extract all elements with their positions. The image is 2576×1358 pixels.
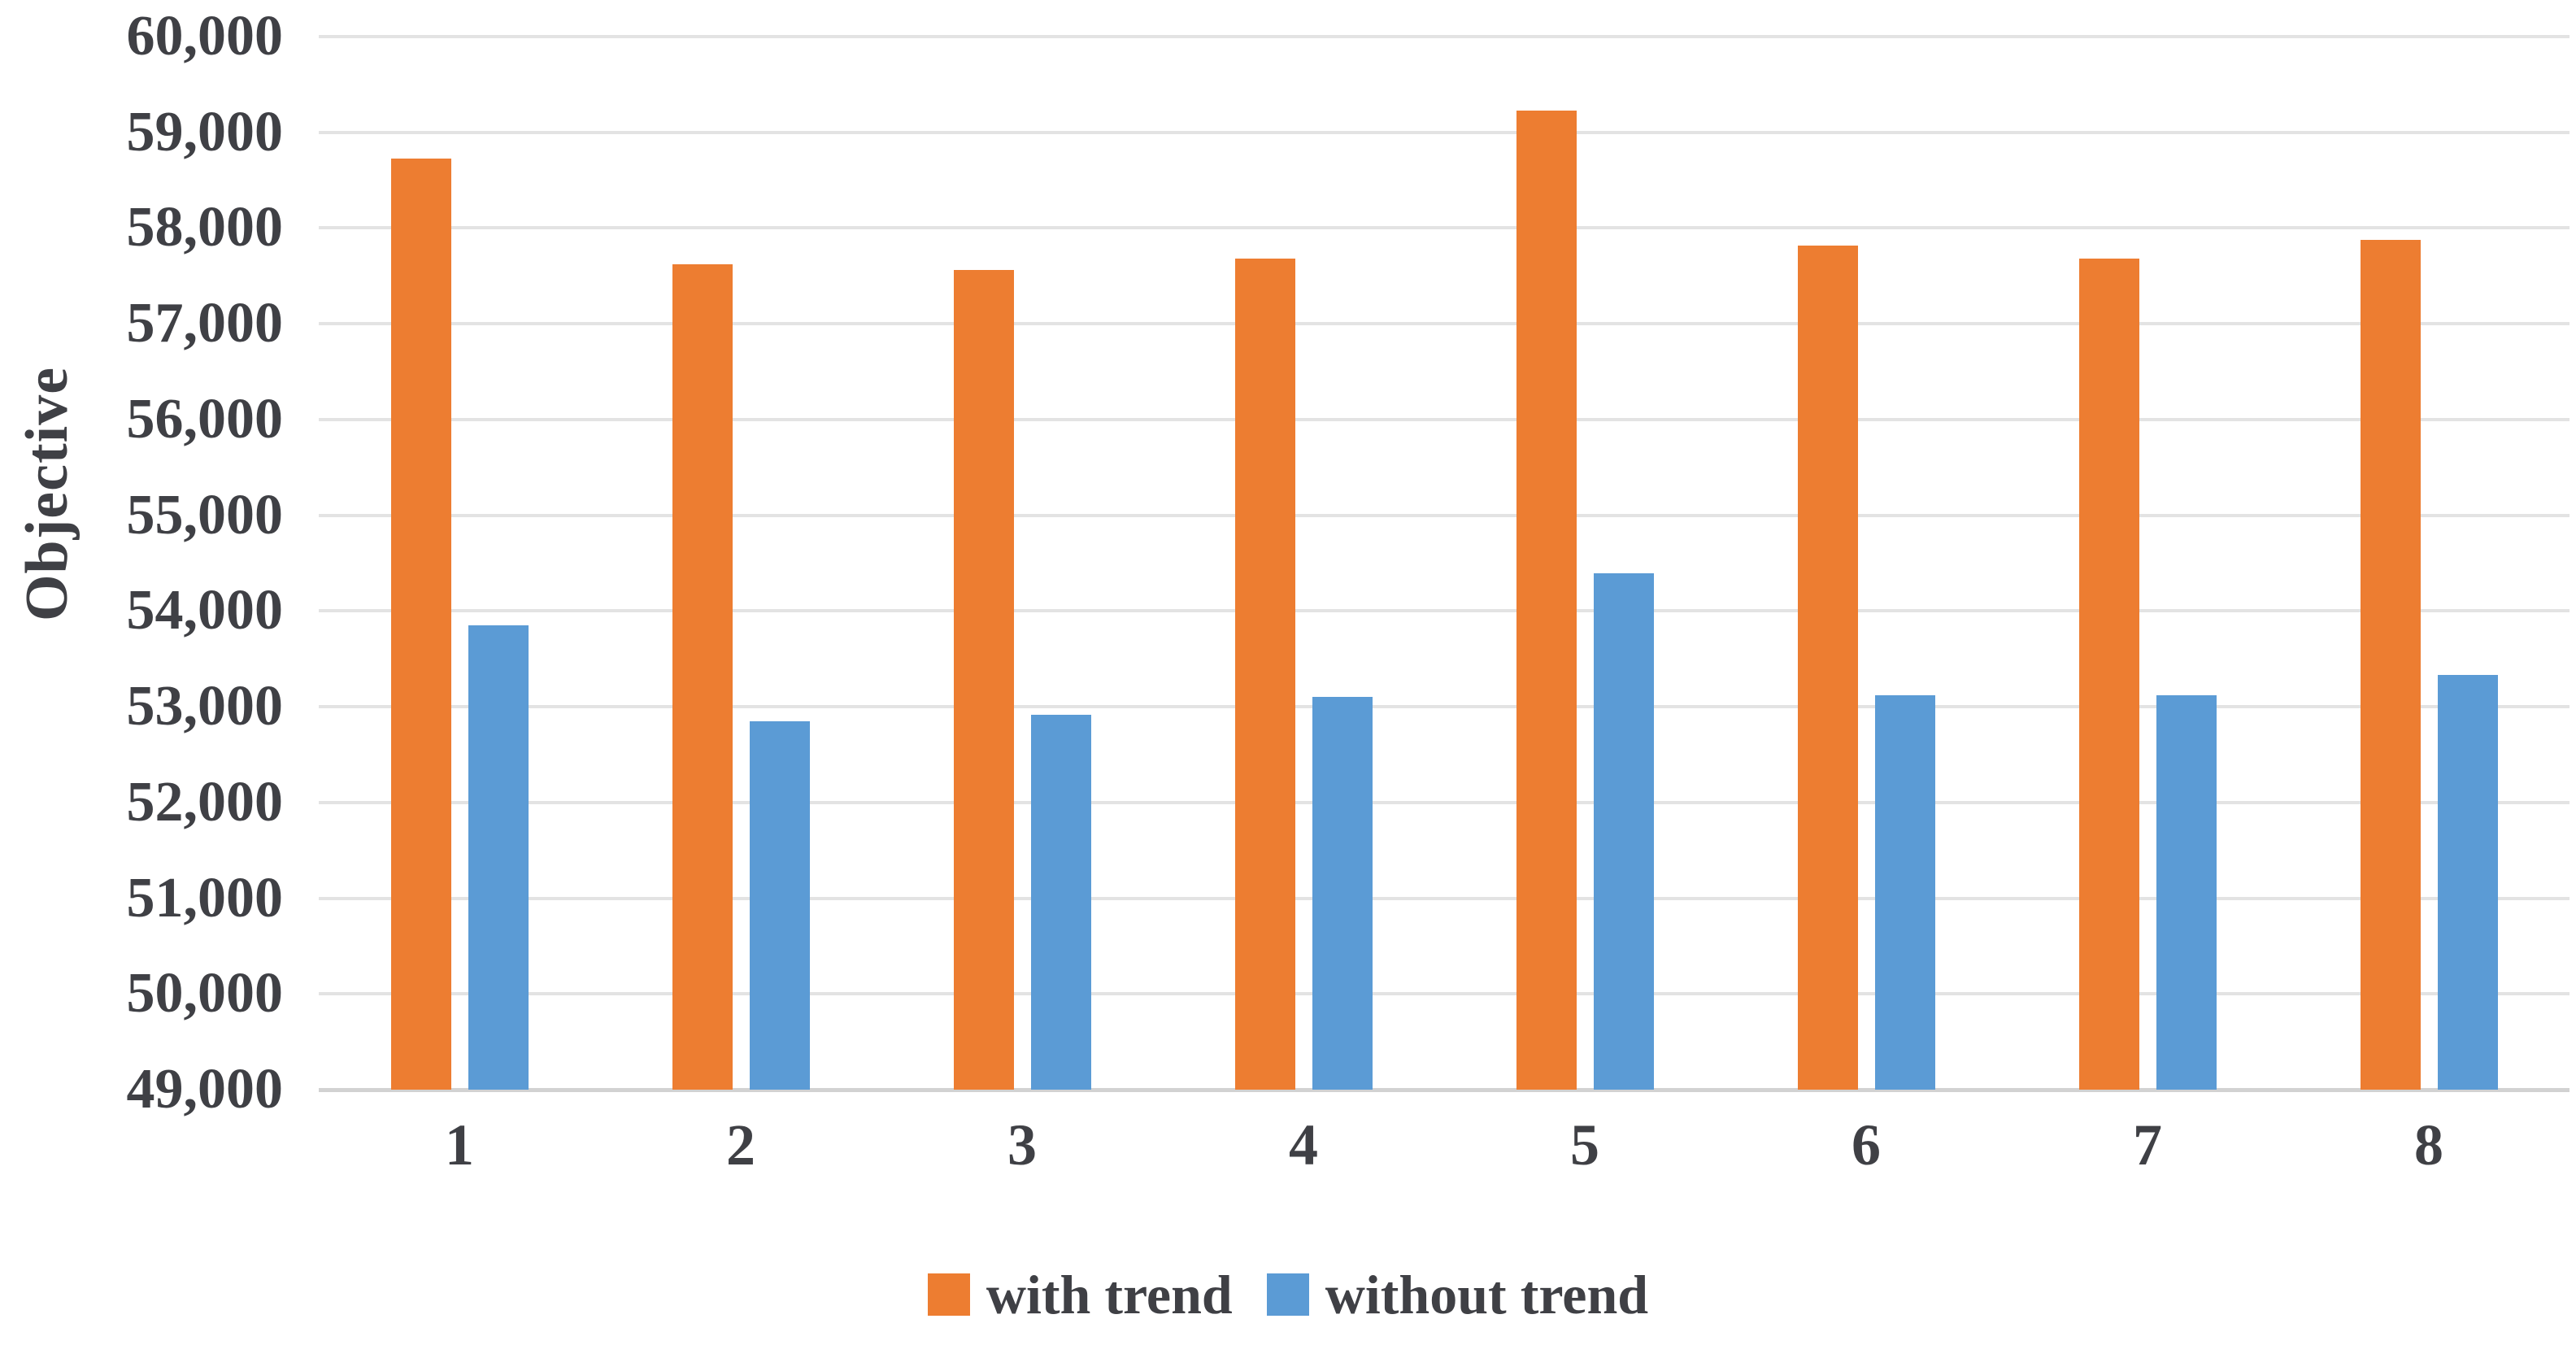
- bar-with-trend-3: [953, 270, 1014, 1090]
- y-axis-tick-labels: 60,000 59,000 58,000 57,000 56,000 55,000 54,0…: [0, 8, 284, 1118]
- gridline: [319, 609, 2569, 613]
- gridline: [319, 322, 2569, 326]
- gridline: [319, 35, 2569, 38]
- x-tick-label: 6: [1852, 1112, 1881, 1177]
- x-axis-tick-labels: 1 2 3 4 5 6 7 8: [319, 1112, 2569, 1177]
- x-tick-label: 8: [2414, 1112, 2443, 1177]
- gridline: [319, 513, 2569, 517]
- bar-group-5: [1444, 37, 1725, 1090]
- x-tick-label: 1: [445, 1112, 474, 1177]
- y-tick-label: 57,000: [126, 292, 284, 355]
- bar-without-trend-2: [749, 720, 810, 1090]
- bar-group-3: [881, 37, 1163, 1090]
- y-tick-label: 49,000: [126, 1058, 284, 1121]
- legend-item-without-trend: without trend: [1266, 1264, 1649, 1325]
- bar-with-trend-2: [672, 264, 733, 1090]
- bar-group-2: [600, 37, 881, 1090]
- x-tick-label: 3: [1007, 1112, 1037, 1177]
- bar-with-trend-5: [1516, 110, 1577, 1090]
- y-tick-label: 55,000: [126, 483, 284, 546]
- gridline: [319, 705, 2569, 709]
- legend-label: without trend: [1325, 1264, 1649, 1325]
- x-tick-label: 4: [1289, 1112, 1318, 1177]
- gridline: [319, 800, 2569, 804]
- bar-without-trend-7: [2156, 694, 2217, 1090]
- bar-without-trend-4: [1312, 697, 1373, 1090]
- y-tick-label: 50,000: [126, 962, 284, 1025]
- y-tick-label: 59,000: [126, 100, 284, 163]
- legend-item-with-trend: with trend: [927, 1264, 1233, 1325]
- gridlines: [319, 35, 2569, 1092]
- y-tick-label: 51,000: [126, 866, 284, 929]
- gridline: [319, 896, 2569, 900]
- bar-without-trend-1: [468, 625, 529, 1090]
- legend-swatch-icon: [927, 1273, 970, 1316]
- y-tick-label: 56,000: [126, 387, 284, 450]
- x-tick-label: 5: [1570, 1112, 1599, 1177]
- bar-with-trend-7: [2078, 259, 2139, 1090]
- bar-without-trend-6: [1874, 694, 1935, 1090]
- legend-label: with trend: [986, 1264, 1233, 1325]
- y-tick-label: 53,000: [126, 675, 284, 738]
- gridline: [319, 992, 2569, 996]
- bar-group-7: [2007, 37, 2288, 1090]
- plot-area: [319, 35, 2569, 1092]
- x-tick-label: 7: [2133, 1112, 2162, 1177]
- bar-without-trend-3: [1030, 714, 1091, 1090]
- bar-with-trend-8: [2360, 239, 2421, 1090]
- bar-groups: [319, 37, 2569, 1090]
- y-tick-label: 58,000: [126, 196, 284, 259]
- bar-group-6: [1725, 37, 2007, 1090]
- legend: with trend without trend: [0, 1265, 2576, 1324]
- y-tick-label: 60,000: [126, 5, 284, 67]
- bar-without-trend-5: [1593, 573, 1654, 1090]
- bar-group-1: [319, 37, 600, 1090]
- gridline: [319, 1088, 2569, 1092]
- bar-with-trend-4: [1234, 259, 1295, 1090]
- bar-group-4: [1163, 37, 1444, 1090]
- gridline: [319, 417, 2569, 421]
- y-tick-label: 54,000: [126, 579, 284, 642]
- gridline: [319, 226, 2569, 230]
- legend-swatch-icon: [1266, 1273, 1309, 1316]
- x-tick-label: 2: [726, 1112, 755, 1177]
- y-tick-label: 52,000: [126, 770, 284, 834]
- bar-with-trend-1: [390, 158, 451, 1090]
- gridline: [319, 130, 2569, 134]
- bar-without-trend-8: [2437, 675, 2498, 1090]
- bar-with-trend-6: [1797, 245, 1858, 1090]
- bar-group-8: [2288, 37, 2569, 1090]
